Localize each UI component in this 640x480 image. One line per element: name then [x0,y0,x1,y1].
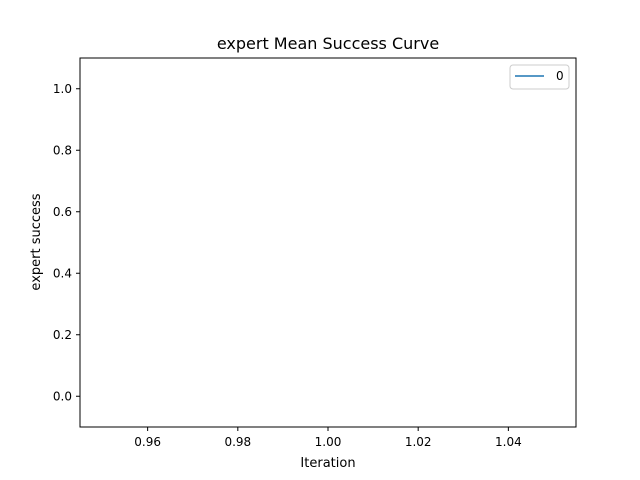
x-tick-label: 0.96 [134,435,161,449]
x-tick-label: 1.00 [315,435,342,449]
y-tick-label: 0.6 [53,205,72,219]
y-tick-label: 0.4 [53,266,72,280]
x-tick-label: 1.04 [495,435,522,449]
chart-title: expert Mean Success Curve [217,34,439,53]
x-tick-label: 0.98 [224,435,251,449]
y-tick-label: 0.8 [53,143,72,157]
legend-series-label: 0 [556,69,564,83]
legend-box [509,64,570,90]
x-tick-label: 1.02 [405,435,432,449]
y-axis-ticks: 0.0 0.2 0.4 0.6 0.8 1.0 [53,82,80,403]
y-tick-label: 1.0 [53,82,72,96]
x-axis-ticks: 0.96 0.98 1.00 1.02 1.04 [134,427,522,449]
y-tick-label: 0.2 [53,328,72,342]
y-tick-label: 0.0 [53,389,72,403]
legend: 0 [509,64,570,90]
y-axis-label: expert success [29,193,44,290]
plot-area [79,57,577,428]
x-axis-label: Iteration [300,456,355,471]
